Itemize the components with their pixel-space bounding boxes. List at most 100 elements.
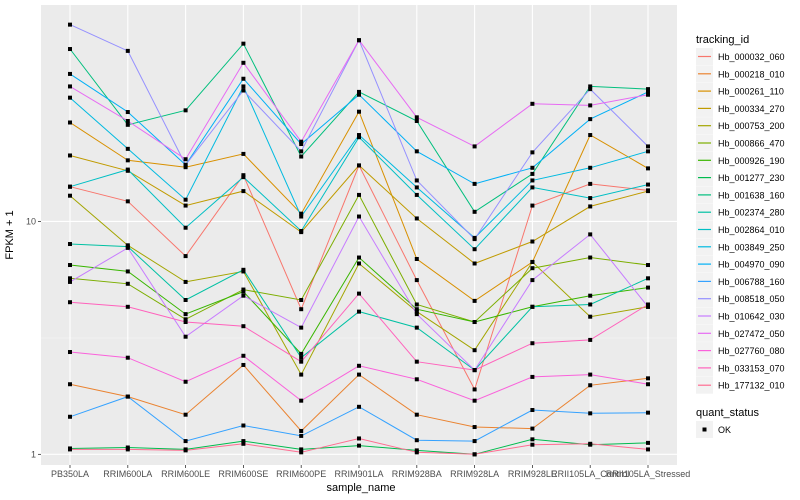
data-point-Hb_008518_050 <box>299 149 304 154</box>
data-point-Hb_000032_060 <box>472 387 477 392</box>
data-point-Hb_006788_160 <box>588 411 593 416</box>
data-point-Hb_000866_470 <box>414 302 419 307</box>
data-point-Hb_000334_270 <box>646 189 650 194</box>
data-point-Hb_000218_010 <box>357 372 361 377</box>
data-point-Hb_000261_110 <box>68 120 72 125</box>
data-point-Hb_177132_010 <box>125 447 130 452</box>
data-point-Hb_027760_080 <box>530 374 535 379</box>
data-point-Hb_033153_070 <box>357 291 361 296</box>
data-point-Hb_002864_010 <box>414 192 419 197</box>
data-point-Hb_027760_080 <box>299 398 304 403</box>
data-point-Hb_006788_160 <box>241 423 246 428</box>
data-point-Hb_000334_270 <box>68 153 72 158</box>
data-point-Hb_033153_070 <box>472 368 477 373</box>
data-point-Hb_027760_080 <box>183 379 188 384</box>
data-point-Hb_008518_050 <box>68 22 72 27</box>
data-point-Hb_000866_470 <box>183 317 188 322</box>
data-point-Hb_002864_010 <box>646 182 650 187</box>
data-point-Hb_010642_030 <box>299 325 304 330</box>
legend-label: Hb_001277_230 <box>718 173 785 183</box>
data-point-Hb_000334_270 <box>241 189 246 194</box>
gridlines <box>41 5 677 465</box>
x-tick-label: RRIM928BA <box>392 469 442 479</box>
data-point-Hb_177132_010 <box>299 450 304 455</box>
data-point-Hb_000032_060 <box>530 203 535 208</box>
data-point-Hb_001638_160 <box>472 209 477 214</box>
data-point-Hb_177132_010 <box>241 441 246 446</box>
data-point-Hb_000261_110 <box>472 298 477 303</box>
data-point-Hb_033153_070 <box>299 359 304 364</box>
data-point-Hb_004970_090 <box>530 165 535 170</box>
x-tick-label: RRIM901LA <box>334 469 383 479</box>
data-point-Hb_008518_050 <box>646 144 650 149</box>
data-point-Hb_027472_050 <box>183 157 188 162</box>
data-point-Hb_000926_190 <box>472 320 477 325</box>
data-point-Hb_003849_250 <box>183 197 188 202</box>
data-point-Hb_027472_050 <box>125 118 130 123</box>
data-point-Hb_027472_050 <box>414 115 419 120</box>
data-point-Hb_000218_010 <box>472 425 477 430</box>
data-point-Hb_008518_050 <box>472 237 477 242</box>
data-point-Hb_000218_010 <box>68 382 72 387</box>
data-point-Hb_010642_030 <box>530 278 535 283</box>
data-point-Hb_027760_080 <box>357 363 361 368</box>
data-point-Hb_003849_250 <box>588 165 593 170</box>
data-point-Hb_003849_250 <box>530 178 535 183</box>
data-point-Hb_006788_160 <box>530 408 535 413</box>
data-point-Hb_010642_030 <box>646 304 650 309</box>
data-point-Hb_000866_470 <box>588 255 593 260</box>
x-tick-label: PB350LA <box>51 469 89 479</box>
data-point-Hb_001277_230 <box>299 447 304 452</box>
legend-label: Hb_008518_050 <box>718 294 785 304</box>
legend-title-tracking-id: tracking_id <box>696 34 749 46</box>
data-point-Hb_008518_050 <box>588 87 593 92</box>
data-point-Hb_002864_010 <box>357 135 361 140</box>
data-point-Hb_033153_070 <box>530 341 535 346</box>
data-point-Hb_004970_090 <box>588 117 593 122</box>
data-point-Hb_000866_470 <box>646 263 650 268</box>
data-point-Hb_004970_090 <box>299 142 304 147</box>
data-point-Hb_000866_470 <box>68 276 72 281</box>
data-point-Hb_027760_080 <box>241 353 246 358</box>
data-point-Hb_000032_060 <box>588 181 593 186</box>
data-point-Hb_027760_080 <box>646 382 650 387</box>
x-tick-label: RRIM600PE <box>276 469 326 479</box>
data-point-Hb_033153_070 <box>68 300 72 305</box>
data-point-Hb_177132_010 <box>588 441 593 446</box>
data-point-Hb_001638_160 <box>646 87 650 92</box>
data-point-Hb_002864_010 <box>588 196 593 201</box>
data-point-Hb_033153_070 <box>183 320 188 325</box>
data-point-Hb_002864_010 <box>299 228 304 233</box>
data-point-Hb_001638_160 <box>241 41 246 46</box>
data-point-Hb_000334_270 <box>183 203 188 208</box>
data-point-Hb_001638_160 <box>68 47 72 52</box>
data-point-Hb_000866_470 <box>357 192 361 197</box>
data-point-Hb_002864_010 <box>68 184 72 189</box>
legend-label: Hb_000032_060 <box>718 52 785 62</box>
data-point-Hb_002864_010 <box>125 167 130 172</box>
data-point-Hb_010642_030 <box>588 232 593 237</box>
data-point-Hb_000032_060 <box>183 254 188 259</box>
data-point-Hb_002374_280 <box>68 242 72 247</box>
data-point-Hb_000261_110 <box>125 158 130 163</box>
legend-label: Hb_004970_090 <box>718 260 785 270</box>
data-point-Hb_000218_010 <box>414 412 419 417</box>
data-point-Hb_004970_090 <box>472 181 477 186</box>
data-point-Hb_000866_470 <box>241 287 246 292</box>
data-point-Hb_006788_160 <box>472 439 477 444</box>
data-point-Hb_008518_050 <box>183 162 188 167</box>
data-point-Hb_002374_280 <box>530 304 535 309</box>
legend-label: Hb_000261_110 <box>718 87 784 97</box>
data-point-Hb_033153_070 <box>241 324 246 329</box>
data-point-Hb_027472_050 <box>646 92 650 97</box>
legend: tracking_id Hb_000032_060 Hb_000218_010 Hb… <box>696 34 785 438</box>
data-point-Hb_001277_230 <box>357 443 361 448</box>
data-point-Hb_000218_010 <box>183 412 188 417</box>
data-point-Hb_003849_250 <box>414 185 419 190</box>
legend-label: Hb_000753_200 <box>718 121 785 131</box>
data-point-Hb_000926_190 <box>241 289 246 294</box>
data-point-Hb_010642_030 <box>241 293 246 298</box>
data-point-Hb_033153_070 <box>414 359 419 364</box>
data-point-Hb_006788_160 <box>68 414 72 419</box>
x-tick-label: RRIM600LA <box>103 469 152 479</box>
